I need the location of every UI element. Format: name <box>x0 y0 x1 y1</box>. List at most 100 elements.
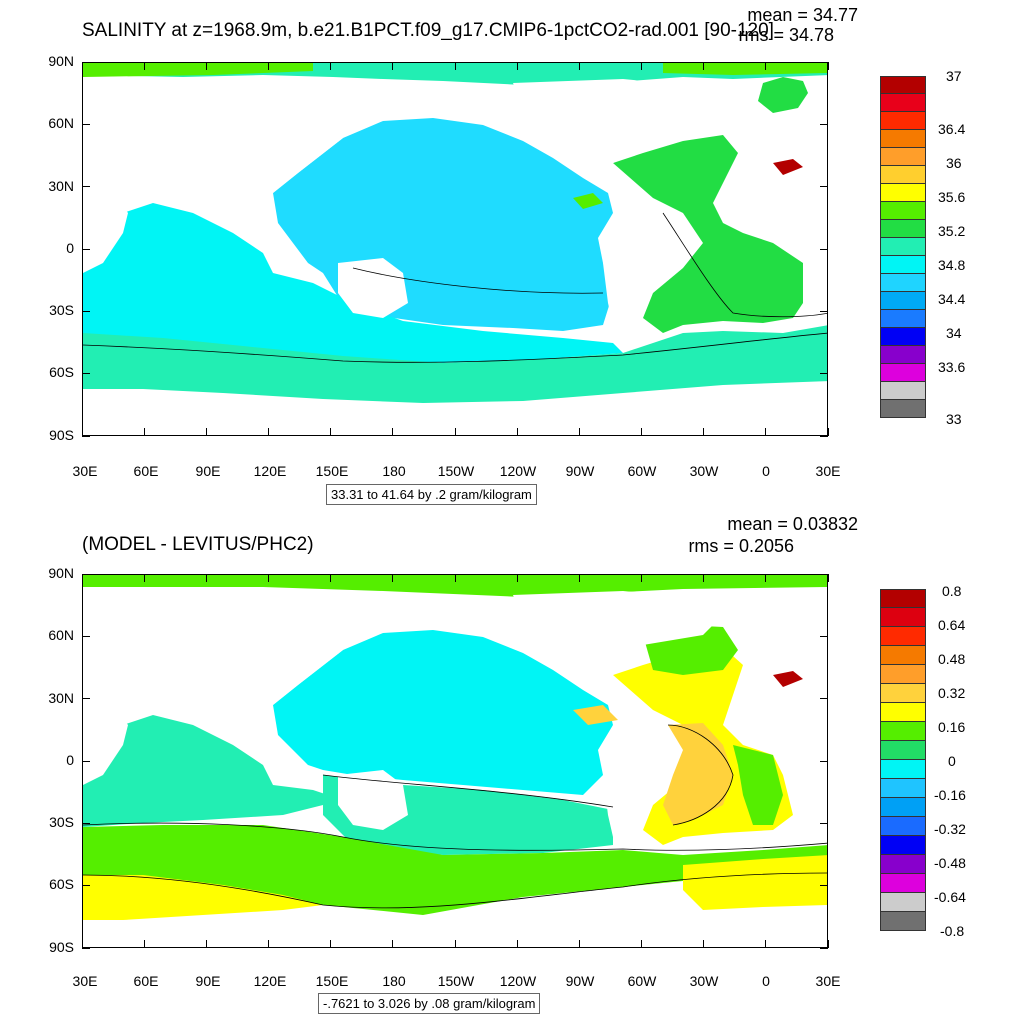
axis-tick <box>820 248 828 250</box>
lon-label: 30W <box>689 973 719 989</box>
indian-ocean <box>83 715 343 827</box>
colorbar-label: -0.16 <box>934 787 966 803</box>
salinity-map-canvas <box>83 63 827 403</box>
lat-label: 0 <box>66 240 74 256</box>
colorbar-label: 33.6 <box>938 359 966 375</box>
axis-tick <box>703 428 705 436</box>
axis-tick <box>820 635 828 637</box>
pacific-ocean <box>273 630 613 795</box>
axis-tick <box>82 885 90 887</box>
contour-line <box>83 332 827 363</box>
colorbar-label: 35.2 <box>938 223 966 239</box>
axis-tick <box>641 940 642 948</box>
contour-info: 33.31 to 41.64 by .2 gram/kilogram <box>326 484 537 505</box>
axis-tick <box>82 435 90 437</box>
lon-label: 60W <box>627 973 657 989</box>
lat-label: 60S <box>49 364 74 380</box>
north-america-land <box>513 79 723 163</box>
axis-tick <box>827 940 829 948</box>
axis-tick <box>641 574 642 582</box>
asia-land <box>143 595 363 715</box>
axis-tick <box>143 574 145 582</box>
axis-tick <box>392 940 394 948</box>
lon-label: 90E <box>195 463 221 479</box>
axis-tick <box>81 428 83 436</box>
colorbar-swatch <box>880 292 926 310</box>
atlantic-orange <box>663 723 733 825</box>
axis-tick <box>82 573 90 575</box>
colorbar-label: 34.8 <box>938 257 966 273</box>
colorbar-swatch <box>880 310 926 328</box>
atlantic-green-east <box>733 745 783 825</box>
axis-tick <box>454 574 456 582</box>
lat-label: 90N <box>48 53 74 69</box>
southern-ocean-yellow <box>83 875 323 920</box>
colorbar-label: 36 <box>946 155 962 171</box>
colorbar-swatch <box>880 238 926 256</box>
axis-tick <box>820 61 828 63</box>
colorbar-swatch <box>880 94 926 112</box>
axis-tick <box>81 940 83 948</box>
axis-tick <box>820 373 828 375</box>
axis-tick <box>578 428 580 436</box>
indian-ocean <box>83 203 623 363</box>
axis-tick <box>330 62 332 70</box>
lon-label: 60E <box>133 973 159 989</box>
axis-tick <box>578 574 580 582</box>
axis-tick <box>81 62 83 70</box>
axis-tick <box>703 574 705 582</box>
axis-tick <box>82 635 90 637</box>
axis-tick <box>578 62 580 70</box>
colorbar-swatch <box>880 346 926 364</box>
mediterranean <box>773 671 803 687</box>
colorbar <box>880 76 926 418</box>
axis-tick <box>820 885 828 887</box>
lat-label: 60N <box>48 627 74 643</box>
lon-label: 60E <box>133 463 159 479</box>
colorbar-swatch <box>880 608 926 627</box>
contour-line <box>662 212 827 318</box>
axis-tick <box>703 940 705 948</box>
axis-tick <box>827 574 829 582</box>
colorbar-label: 0.16 <box>938 719 966 735</box>
colorbar-swatch <box>880 817 926 836</box>
contour-line <box>83 872 827 909</box>
axis-tick <box>143 428 145 436</box>
colorbar-label: 0.48 <box>938 651 966 667</box>
colorbar-swatch <box>880 836 926 855</box>
australia-land <box>338 770 408 830</box>
axis-tick <box>82 373 90 375</box>
axis-tick <box>820 698 828 700</box>
colorbar-swatch <box>880 382 926 400</box>
lat-label: 30N <box>48 178 74 194</box>
axis-tick <box>82 310 90 312</box>
colorbar-swatch <box>880 400 926 418</box>
colorbar-label: -0.32 <box>934 821 966 837</box>
panel-title: (MODEL - LEVITUS/PHC2) <box>82 534 314 555</box>
colorbar-label: 34.4 <box>938 291 966 307</box>
southern-ocean-green <box>83 825 827 915</box>
axis-tick <box>765 940 767 948</box>
axis-tick <box>641 428 642 436</box>
lon-label: 120W <box>499 463 537 479</box>
axis-tick <box>820 435 828 437</box>
axis-tick <box>82 760 90 762</box>
colorbar-label: 0.8 <box>942 583 962 599</box>
lat-label: 90N <box>48 565 74 581</box>
axis-tick <box>578 940 580 948</box>
colorbar-swatch <box>880 855 926 874</box>
axis-tick <box>516 428 518 436</box>
axis-tick <box>641 62 642 70</box>
colorbar-swatch <box>880 256 926 274</box>
lat-label: 60N <box>48 115 74 131</box>
gulf <box>573 705 618 725</box>
lon-label: 90W <box>565 973 595 989</box>
axis-tick <box>330 428 332 436</box>
axis-tick <box>454 62 456 70</box>
southern-ocean <box>83 325 827 403</box>
axis-tick <box>516 62 518 70</box>
axis-tick <box>820 186 828 188</box>
lon-label: 150W <box>437 463 475 479</box>
colorbar-label: 37 <box>946 68 962 84</box>
mean-value: mean = 0.03832 <box>727 514 858 534</box>
